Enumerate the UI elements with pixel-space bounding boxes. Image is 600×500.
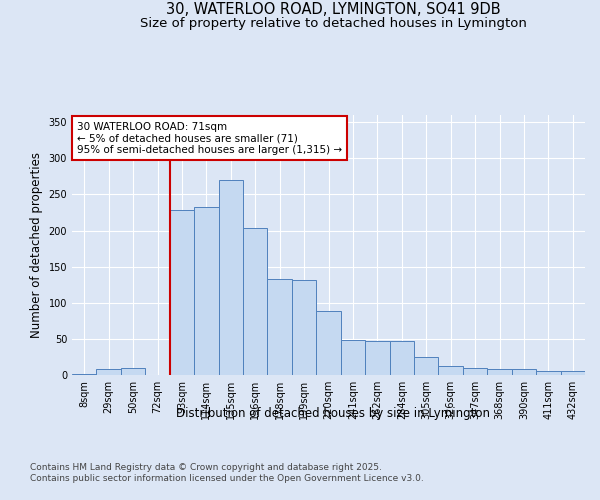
Text: 30, WATERLOO ROAD, LYMINGTON, SO41 9DB: 30, WATERLOO ROAD, LYMINGTON, SO41 9DB bbox=[166, 2, 500, 18]
Bar bbox=[194, 208, 218, 375]
Bar bbox=[121, 368, 145, 375]
Bar bbox=[439, 366, 463, 375]
Bar bbox=[487, 368, 512, 375]
Bar bbox=[389, 341, 414, 375]
Bar bbox=[97, 369, 121, 375]
Text: 30 WATERLOO ROAD: 71sqm
← 5% of detached houses are smaller (71)
95% of semi-det: 30 WATERLOO ROAD: 71sqm ← 5% of detached… bbox=[77, 122, 342, 154]
Bar bbox=[512, 369, 536, 375]
Bar bbox=[170, 210, 194, 375]
Bar bbox=[243, 228, 268, 375]
Y-axis label: Number of detached properties: Number of detached properties bbox=[30, 152, 43, 338]
Bar bbox=[218, 180, 243, 375]
Bar bbox=[414, 357, 439, 375]
Bar bbox=[536, 372, 560, 375]
Bar bbox=[365, 341, 389, 375]
Bar bbox=[463, 368, 487, 375]
Bar bbox=[560, 370, 585, 375]
Text: Contains public sector information licensed under the Open Government Licence v3: Contains public sector information licen… bbox=[30, 474, 424, 483]
Text: Size of property relative to detached houses in Lymington: Size of property relative to detached ho… bbox=[140, 18, 526, 30]
Bar bbox=[268, 279, 292, 375]
Bar bbox=[341, 340, 365, 375]
Bar bbox=[72, 374, 97, 375]
Text: Contains HM Land Registry data © Crown copyright and database right 2025.: Contains HM Land Registry data © Crown c… bbox=[30, 462, 382, 471]
Bar bbox=[292, 280, 316, 375]
Text: Distribution of detached houses by size in Lymington: Distribution of detached houses by size … bbox=[176, 408, 490, 420]
Bar bbox=[316, 312, 341, 375]
